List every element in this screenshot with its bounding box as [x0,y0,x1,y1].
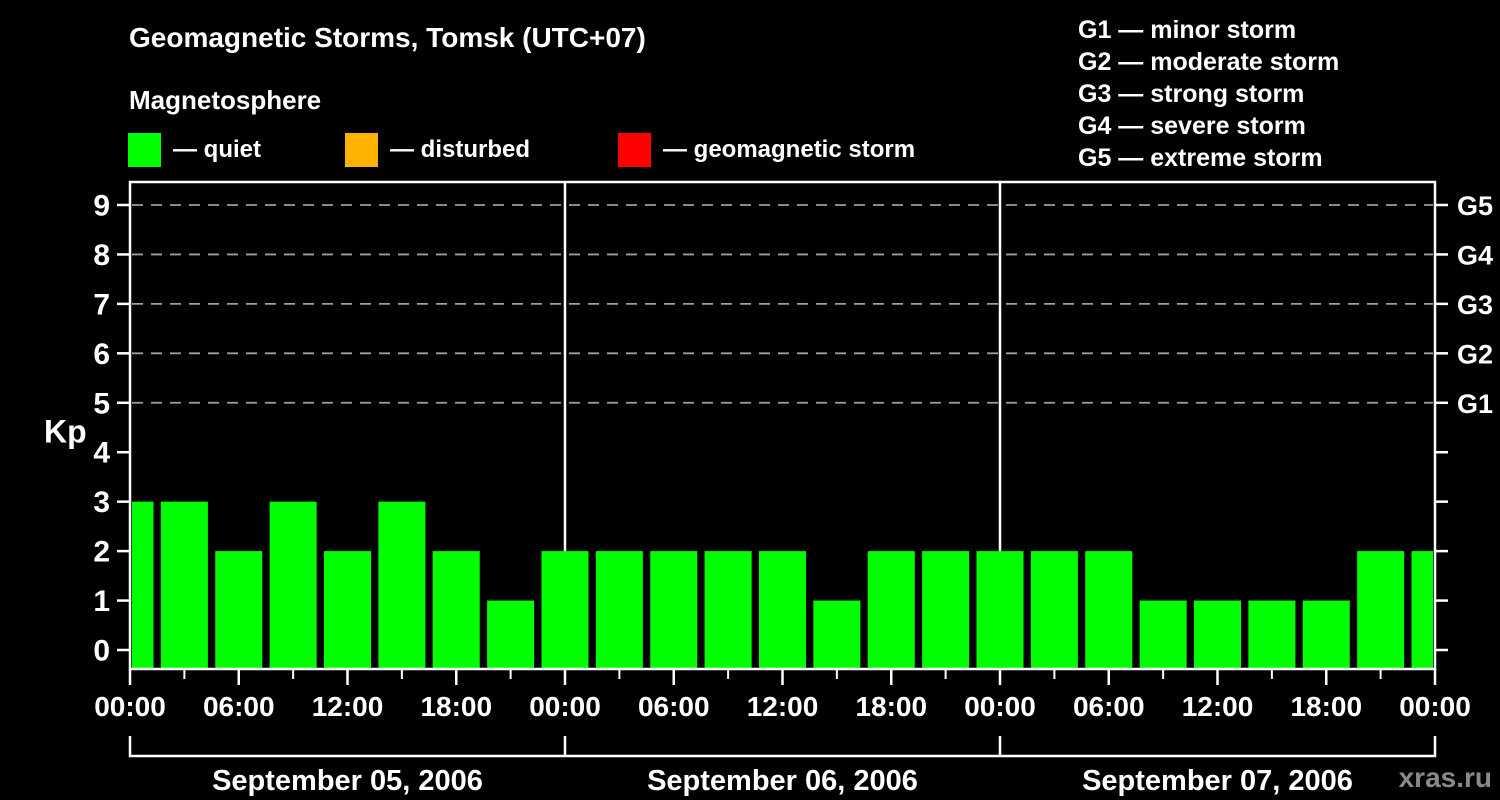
y-tick-label: 1 [93,585,110,618]
right-axis-label-g4: G4 [1457,240,1493,270]
y-tick-label: 2 [93,536,110,569]
kp-bar [922,551,970,668]
x-tick-label: 00:00 [964,691,1036,722]
kp-bar [813,600,861,668]
kp-bar [324,551,371,668]
kp-bar [1085,551,1133,668]
legend-item-storm: — geomagnetic storm [618,132,915,168]
kp-bar [1194,600,1241,668]
kp-bar [595,551,643,668]
kp-bar [132,501,154,668]
legend-label-storm: — geomagnetic storm [663,136,916,163]
x-tick-label: 06:00 [638,691,710,722]
legend-swatch-quiet-icon [128,133,161,167]
right-axis-label-g3: G3 [1457,290,1493,320]
y-tick-label: 8 [93,239,110,272]
storm-scale-line-g3: G3 — strong storm [1078,80,1305,108]
x-tick-label: 12:00 [312,691,384,722]
kp-bar [1411,551,1433,668]
right-axis-label-g5: G5 [1457,191,1493,221]
kp-bar [1139,600,1187,668]
x-tick-label: 18:00 [420,691,492,722]
watermark: xras.ru [1398,762,1492,793]
kp-bar [759,551,806,668]
x-tick-label: 00:00 [94,691,166,722]
legend-swatch-disturbed-icon [345,133,378,167]
date-label: September 06, 2006 [647,765,918,797]
date-label: September 07, 2006 [1082,765,1353,797]
kp-bar [215,551,263,668]
storm-scale-legend: G1 — minor storm G2 — moderate storm G3 — … [1078,14,1339,174]
kp-bar [487,600,535,668]
y-tick-label: 9 [93,190,110,223]
x-tick-label: 00:00 [529,691,601,722]
storm-scale-line-g5: G5 — extreme storm [1078,144,1323,172]
kp-bar [1030,551,1078,668]
x-tick-label: 18:00 [1290,691,1362,722]
right-axis-label-g1: G1 [1457,389,1493,419]
date-bracket [128,736,1437,758]
kp-bar [867,551,915,668]
magnetosphere-label: Magnetosphere [129,85,322,115]
x-tick-label: 12:00 [1182,691,1254,722]
kp-bar [1248,600,1296,668]
x-tick-label: 00:00 [1399,691,1471,722]
date-label: September 05, 2006 [212,765,483,797]
y-tick-label: 4 [93,437,110,470]
y-tick-label: 6 [93,338,110,371]
y-tick-label: 3 [93,486,110,519]
legend-label-disturbed: — disturbed [390,136,531,163]
kp-bar [541,551,589,668]
kp-bar [704,551,752,668]
legend-item-quiet: — quiet [128,132,261,168]
kp-bar [160,501,208,668]
kp-bar [378,501,426,668]
legend-swatch-storm-icon [618,133,651,167]
x-tick-label: 12:00 [747,691,819,722]
x-tick-label: 06:00 [203,691,275,722]
legend-item-disturbed: — disturbed [345,132,530,168]
y-tick-label: 5 [93,387,110,420]
legend-label-quiet: — quiet [173,136,261,163]
kp-bar [1302,600,1350,668]
right-axis-label-g2: G2 [1457,339,1493,369]
kp-bar [1357,551,1405,668]
x-tick-label: 06:00 [1073,691,1145,722]
page-title: Geomagnetic Storms, Tomsk (UTC+07) [129,22,646,53]
kp-bar [432,551,480,668]
storm-scale-line-g1: G1 — minor storm [1078,16,1297,44]
y-tick-label: 0 [93,635,110,668]
activity-legend: — quiet — disturbed — geomagnetic storm [0,132,1100,168]
y-tick-label: 7 [93,288,110,321]
y-axis-title: Kp [44,414,87,450]
storm-scale-line-g2: G2 — moderate storm [1078,48,1340,76]
kp-bar [269,501,317,668]
kp-bar [650,551,698,668]
storm-scale-line-g4: G4 — severe storm [1078,112,1306,140]
x-tick-label: 18:00 [855,691,927,722]
kp-bar [976,551,1024,668]
